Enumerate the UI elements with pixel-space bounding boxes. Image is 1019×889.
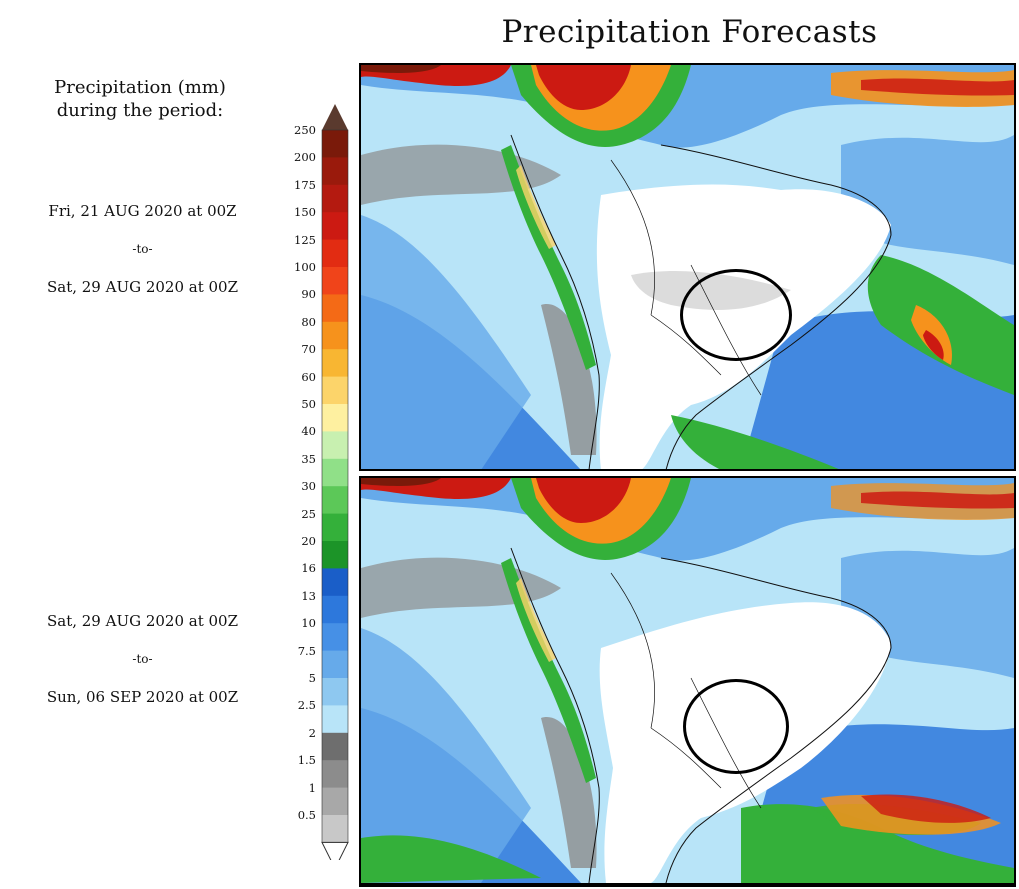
scale-tick-label: 50 — [301, 397, 316, 411]
highlight-circle-map-1 — [680, 269, 792, 361]
scale-band — [322, 760, 348, 789]
scale-tick-label: 80 — [301, 314, 316, 329]
scale-tick-label: 150 — [294, 205, 316, 220]
scale-band — [322, 349, 348, 378]
scale-band — [322, 486, 348, 515]
scale-band — [322, 623, 348, 652]
bottom-border — [359, 884, 1016, 887]
amazon-red — [536, 478, 631, 523]
scale-tick-label: 40 — [301, 424, 316, 439]
coastline — [510, 134, 892, 469]
pacific-moisture — [361, 215, 531, 469]
scale-band — [322, 541, 348, 569]
scale-band — [322, 815, 348, 843]
scale-tick-label: 7.5 — [297, 643, 316, 658]
scale-band — [322, 404, 348, 432]
scale-tick-label: 1 — [308, 780, 316, 795]
eastern-pacific-darkred — [361, 65, 441, 73]
map-2-field — [361, 478, 1014, 883]
scale-tick-label: 175 — [294, 177, 316, 192]
scale-band — [322, 431, 348, 460]
color-scale-legend: 250 200 175 150 125 100 90 80 70 60 50 40 35 30 25 20 16… — [270, 100, 350, 860]
coastal-gray-zone — [541, 304, 597, 455]
forecast-map-period-2 — [359, 476, 1016, 885]
scale-tick-label: 60 — [301, 369, 316, 384]
highlight-circle-map-2 — [683, 679, 789, 774]
legend-title: Precipitation (mm) during the period: — [30, 76, 250, 122]
period-2-start: Sat, 29 AUG 2020 at 00Z — [46, 612, 239, 630]
eastern-pacific-darkred — [361, 478, 441, 486]
scale-tick-label: 10 — [301, 616, 316, 631]
period-2-separator: -to- — [132, 652, 153, 666]
amazon-red — [536, 65, 631, 110]
scale-tick-label: 35 — [301, 451, 316, 466]
coastal-gray-zone — [541, 717, 597, 868]
period-2-label: Sat, 29 AUG 2020 at 00Z -to- Sun, 06 SEP… — [20, 602, 265, 716]
scale-tick-label: 1.5 — [297, 753, 316, 768]
scale-band — [322, 595, 348, 624]
scale-tick-label: 100 — [294, 260, 316, 274]
scale-tick-label: 2.5 — [297, 698, 316, 713]
pacific-moisture — [361, 628, 531, 883]
scale-tick-label: 250 — [294, 123, 316, 137]
color-scale-bar — [321, 104, 349, 860]
scale-tick-label: 2 — [308, 725, 316, 740]
andes-green — [501, 145, 596, 370]
scale-band — [322, 294, 348, 323]
itcz-atlantic-core — [861, 78, 1014, 96]
scale-band — [322, 513, 348, 542]
scale-bottom-arrow — [321, 841, 349, 860]
itcz-atlantic-core — [861, 491, 1014, 509]
coastline — [510, 547, 892, 883]
atlantic-band-red — [861, 794, 991, 823]
legend-title-line1: Precipitation (mm) — [54, 77, 226, 98]
map-1-field — [361, 65, 1014, 469]
scale-tick-label: 13 — [301, 588, 316, 603]
scale-tick-label: 200 — [294, 150, 316, 165]
andes-yellow — [516, 578, 556, 662]
scale-band — [322, 678, 348, 706]
pacific-south-green — [361, 835, 541, 883]
scale-band — [322, 787, 348, 816]
scale-tick-label: 0.5 — [297, 808, 316, 822]
atlantic-front-red — [923, 330, 944, 360]
scale-tick-label: 20 — [301, 534, 316, 548]
period-2-end: Sun, 06 SEP 2020 at 00Z — [46, 688, 239, 706]
legend-title-line2: during the period: — [56, 100, 224, 121]
scale-band — [322, 568, 348, 597]
period-1-start: Fri, 21 AUG 2020 at 00Z — [48, 202, 237, 220]
scale-tick-label: 70 — [301, 342, 316, 357]
scale-band — [322, 130, 348, 158]
scale-tick-label: 25 — [301, 506, 316, 521]
scale-band — [322, 458, 348, 487]
period-1-separator: -to- — [132, 242, 153, 256]
forecast-map-period-1 — [359, 63, 1016, 471]
scale-band — [322, 650, 348, 679]
andes-green — [501, 558, 596, 783]
period-1-label: Fri, 21 AUG 2020 at 00Z -to- Sat, 29 AUG… — [20, 192, 265, 306]
scale-band — [322, 157, 348, 186]
scale-band — [322, 732, 348, 761]
scale-tick-label: 90 — [301, 287, 316, 302]
page-title: Precipitation Forecasts — [501, 14, 878, 50]
scale-tick-label: 125 — [294, 232, 316, 247]
scale-tick-label: 30 — [301, 479, 316, 494]
period-1-end: Sat, 29 AUG 2020 at 00Z — [46, 278, 239, 296]
scale-band — [322, 376, 348, 405]
scale-band — [322, 239, 348, 268]
scale-band — [322, 267, 348, 295]
scale-tick-label: 16 — [301, 561, 316, 576]
scale-tick-label: 5 — [308, 671, 316, 685]
scale-band — [322, 212, 348, 241]
scale-band — [322, 705, 348, 734]
scale-top-arrow — [322, 104, 348, 130]
uruguay-green — [671, 415, 839, 469]
scale-band — [322, 321, 348, 350]
scale-band — [322, 184, 348, 213]
andes-yellow — [516, 165, 556, 249]
south-atlantic-green — [741, 804, 1014, 883]
